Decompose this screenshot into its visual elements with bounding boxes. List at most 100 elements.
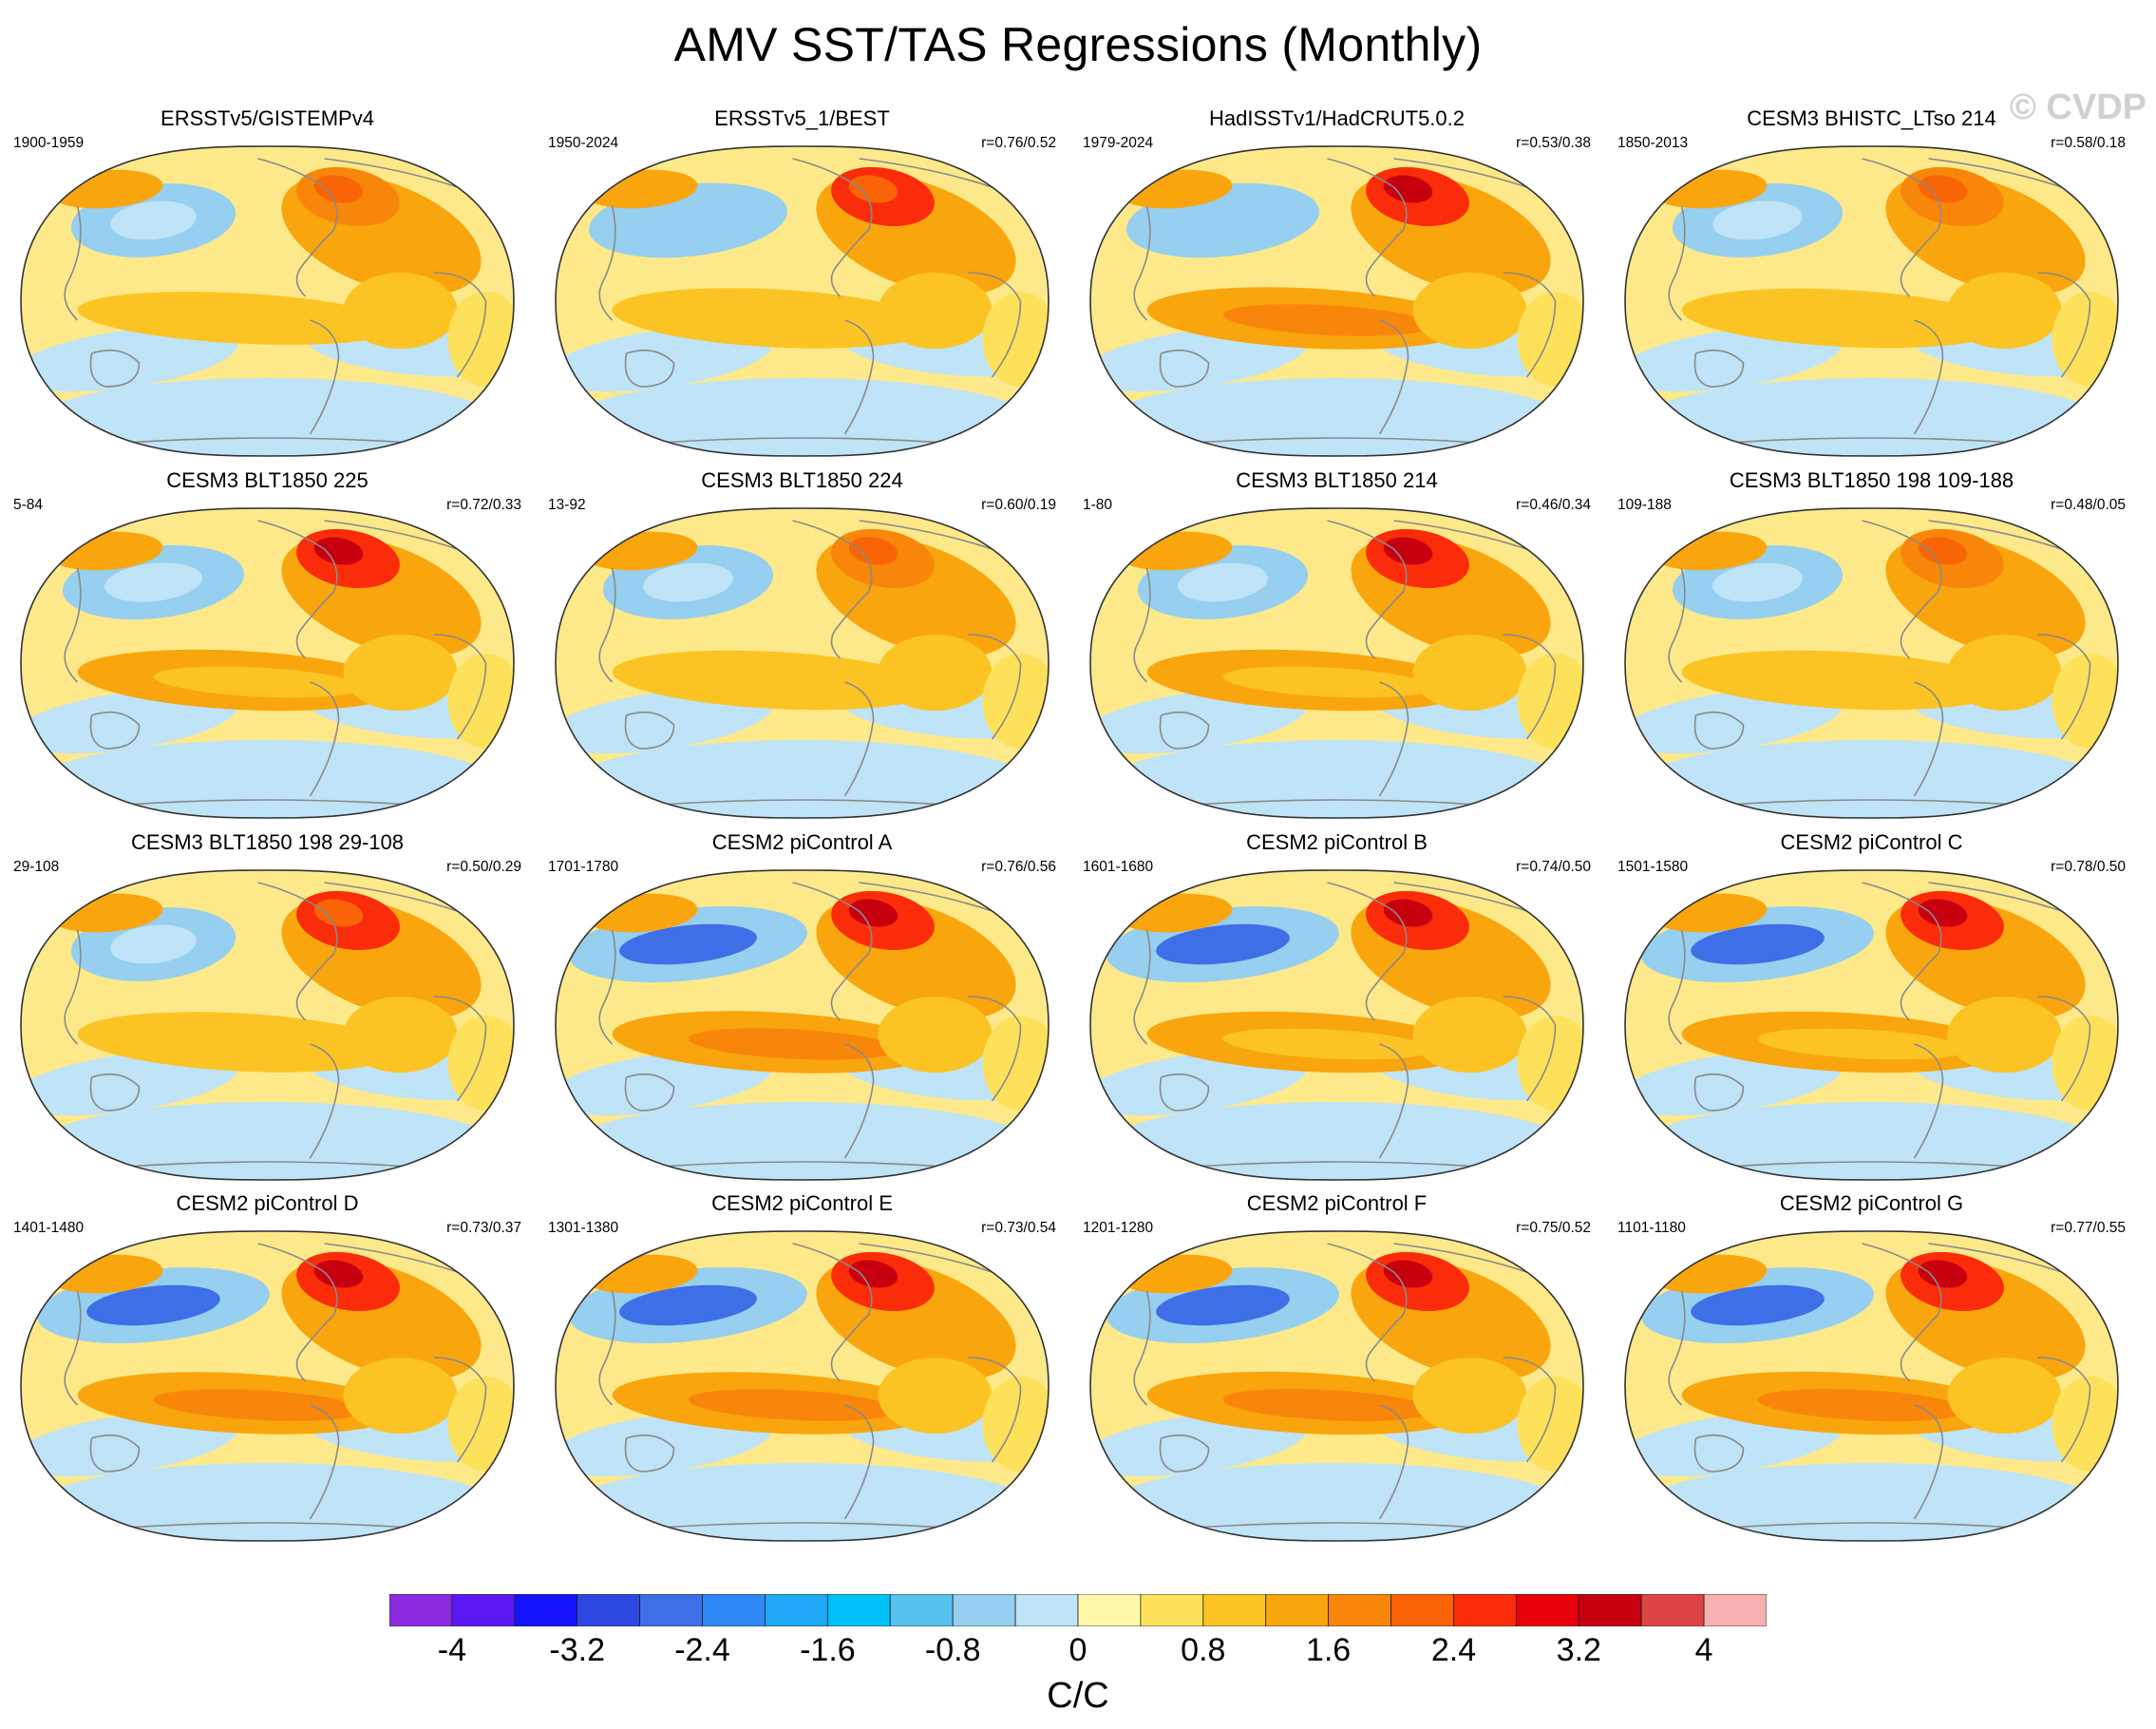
coastline: [1862, 1243, 1942, 1382]
tropical-pacific-core: [153, 666, 363, 698]
coastline: [64, 567, 82, 683]
colorbar-swatch: [889, 1594, 954, 1626]
north-pacific-core: [110, 200, 197, 240]
labrador-sea-core: [848, 537, 898, 565]
panel-title: CESM2 piControl B: [1246, 830, 1428, 854]
panel-title: CESM2 piControl G: [1779, 1191, 1964, 1215]
coastline: [324, 158, 458, 188]
map-border: [555, 1230, 1050, 1542]
north-pacific-core: [1712, 562, 1803, 602]
coastline: [1503, 996, 1557, 1102]
field-layer: [1625, 508, 2118, 818]
map-panel: CESM3 BLT1850 214 1-80 r=0.46/0.34: [1069, 468, 1604, 831]
regression-map: [555, 507, 1050, 819]
coastline: [1668, 929, 1686, 1045]
coastline: [624, 349, 675, 388]
panel-title: HadISSTv1/HadCRUT5.0.2: [1209, 106, 1465, 130]
regression-map: [1624, 869, 2119, 1181]
figure-title: AMV SST/TAS Regressions (Monthly): [673, 18, 1483, 71]
coastline: [1913, 681, 1944, 797]
colorbar-tick-label: -3.2: [549, 1632, 605, 1668]
coastline: [968, 996, 1022, 1102]
north-pacific-core: [619, 1284, 757, 1326]
tropical-atlantic-warm: [343, 1358, 458, 1434]
colorbar-swatch: [702, 1594, 766, 1626]
panel-correlation: r=0.75/0.52: [1516, 1220, 1591, 1236]
coastline: [433, 634, 487, 740]
coastline: [792, 158, 873, 297]
north-pacific-core: [1178, 562, 1268, 602]
coastline: [89, 1434, 141, 1472]
colorbar: [389, 1594, 1767, 1626]
coastline: [309, 681, 340, 797]
coastline: [1928, 882, 2062, 912]
coastline: [1378, 319, 1409, 435]
coastline: [859, 882, 993, 912]
colorbar-tick-label: -0.8: [924, 1632, 981, 1668]
coastline: [89, 349, 141, 388]
coastline: [89, 1073, 141, 1112]
field-layer: [556, 508, 1049, 818]
regression-map: [1089, 145, 1584, 457]
colorbar-tick-label: 2.4: [1430, 1632, 1477, 1668]
map-border: [20, 507, 515, 819]
regression-map: [1624, 507, 2119, 819]
colorbar-swatch: [1640, 1594, 1705, 1626]
field-layer: [21, 508, 514, 818]
map-panel: ERSSTv5_1/BEST 1950-2024 r=0.76/0.52: [535, 106, 1069, 469]
panel-title: CESM3 BLT1850 214: [1236, 468, 1438, 492]
coastline: [1378, 681, 1409, 797]
coastline: [1393, 882, 1527, 912]
panel-years: 1501-1580: [1617, 859, 1689, 875]
regression-map: [1089, 869, 1584, 1181]
north-pacific-core: [1691, 1284, 1825, 1326]
labrador-sea-core: [313, 1260, 364, 1288]
map-border: [1089, 145, 1584, 457]
colorbar-swatch: [1703, 1594, 1767, 1626]
coastline: [1327, 1243, 1408, 1382]
coastline: [324, 882, 458, 912]
coastline: [1393, 158, 1527, 188]
panel-years: 1900-1959: [13, 135, 85, 151]
colorbar-swatch: [1202, 1594, 1267, 1626]
labrador-sea-core: [313, 537, 364, 565]
panel-correlation: r=0.46/0.34: [1516, 497, 1591, 513]
panel-correlation: r=0.74/0.50: [1516, 859, 1591, 875]
map-panel: CESM3 BLT1850 224 13-92 r=0.60/0.19: [535, 468, 1069, 831]
coastline: [843, 319, 875, 435]
coastline: [843, 1043, 875, 1159]
colorbar-swatch: [1328, 1594, 1391, 1626]
panel-title: ERSSTv5/GISTEMPv4: [161, 106, 374, 130]
coastline: [1928, 520, 2062, 550]
coastline: [2037, 634, 2091, 740]
coastline: [309, 319, 340, 435]
labrador-sea-core: [1383, 1260, 1433, 1288]
coastline: [1928, 1243, 2062, 1273]
colorbar-tick-label: -4: [437, 1632, 466, 1668]
coastline: [843, 1404, 875, 1520]
tropical-atlantic-warm: [343, 273, 458, 349]
map-border: [555, 869, 1050, 1181]
north-pacific-core: [1156, 923, 1290, 965]
map-panel: CESM2 piControl G 1101-1180 r=0.77/0.55: [1604, 1191, 2139, 1554]
coastline: [64, 1290, 82, 1406]
labrador-sea-core: [848, 1260, 898, 1288]
south-pacific-cool: [1090, 1050, 1308, 1116]
labrador-sea-core: [1918, 175, 1968, 203]
field-layer: [1090, 870, 1583, 1180]
coastline: [309, 1404, 340, 1520]
tropical-pacific-core: [1757, 1389, 1967, 1421]
tropical-atlantic-warm: [1412, 1358, 1527, 1434]
south-pacific-cool: [556, 326, 773, 392]
panel-years: 13-92: [548, 497, 586, 513]
field-layer: [21, 870, 514, 1180]
tropical-pacific-core: [1222, 1028, 1432, 1060]
coastline: [1913, 1043, 1944, 1159]
coastline: [1327, 882, 1408, 1021]
regression-map: [20, 1230, 515, 1542]
panel-title: CESM3 BLT1850 198 109-188: [1729, 468, 2014, 492]
panel-title: CESM2 piControl E: [711, 1191, 893, 1215]
coastline: [309, 1043, 340, 1159]
coastline: [1693, 349, 1745, 388]
coastline: [64, 205, 82, 321]
